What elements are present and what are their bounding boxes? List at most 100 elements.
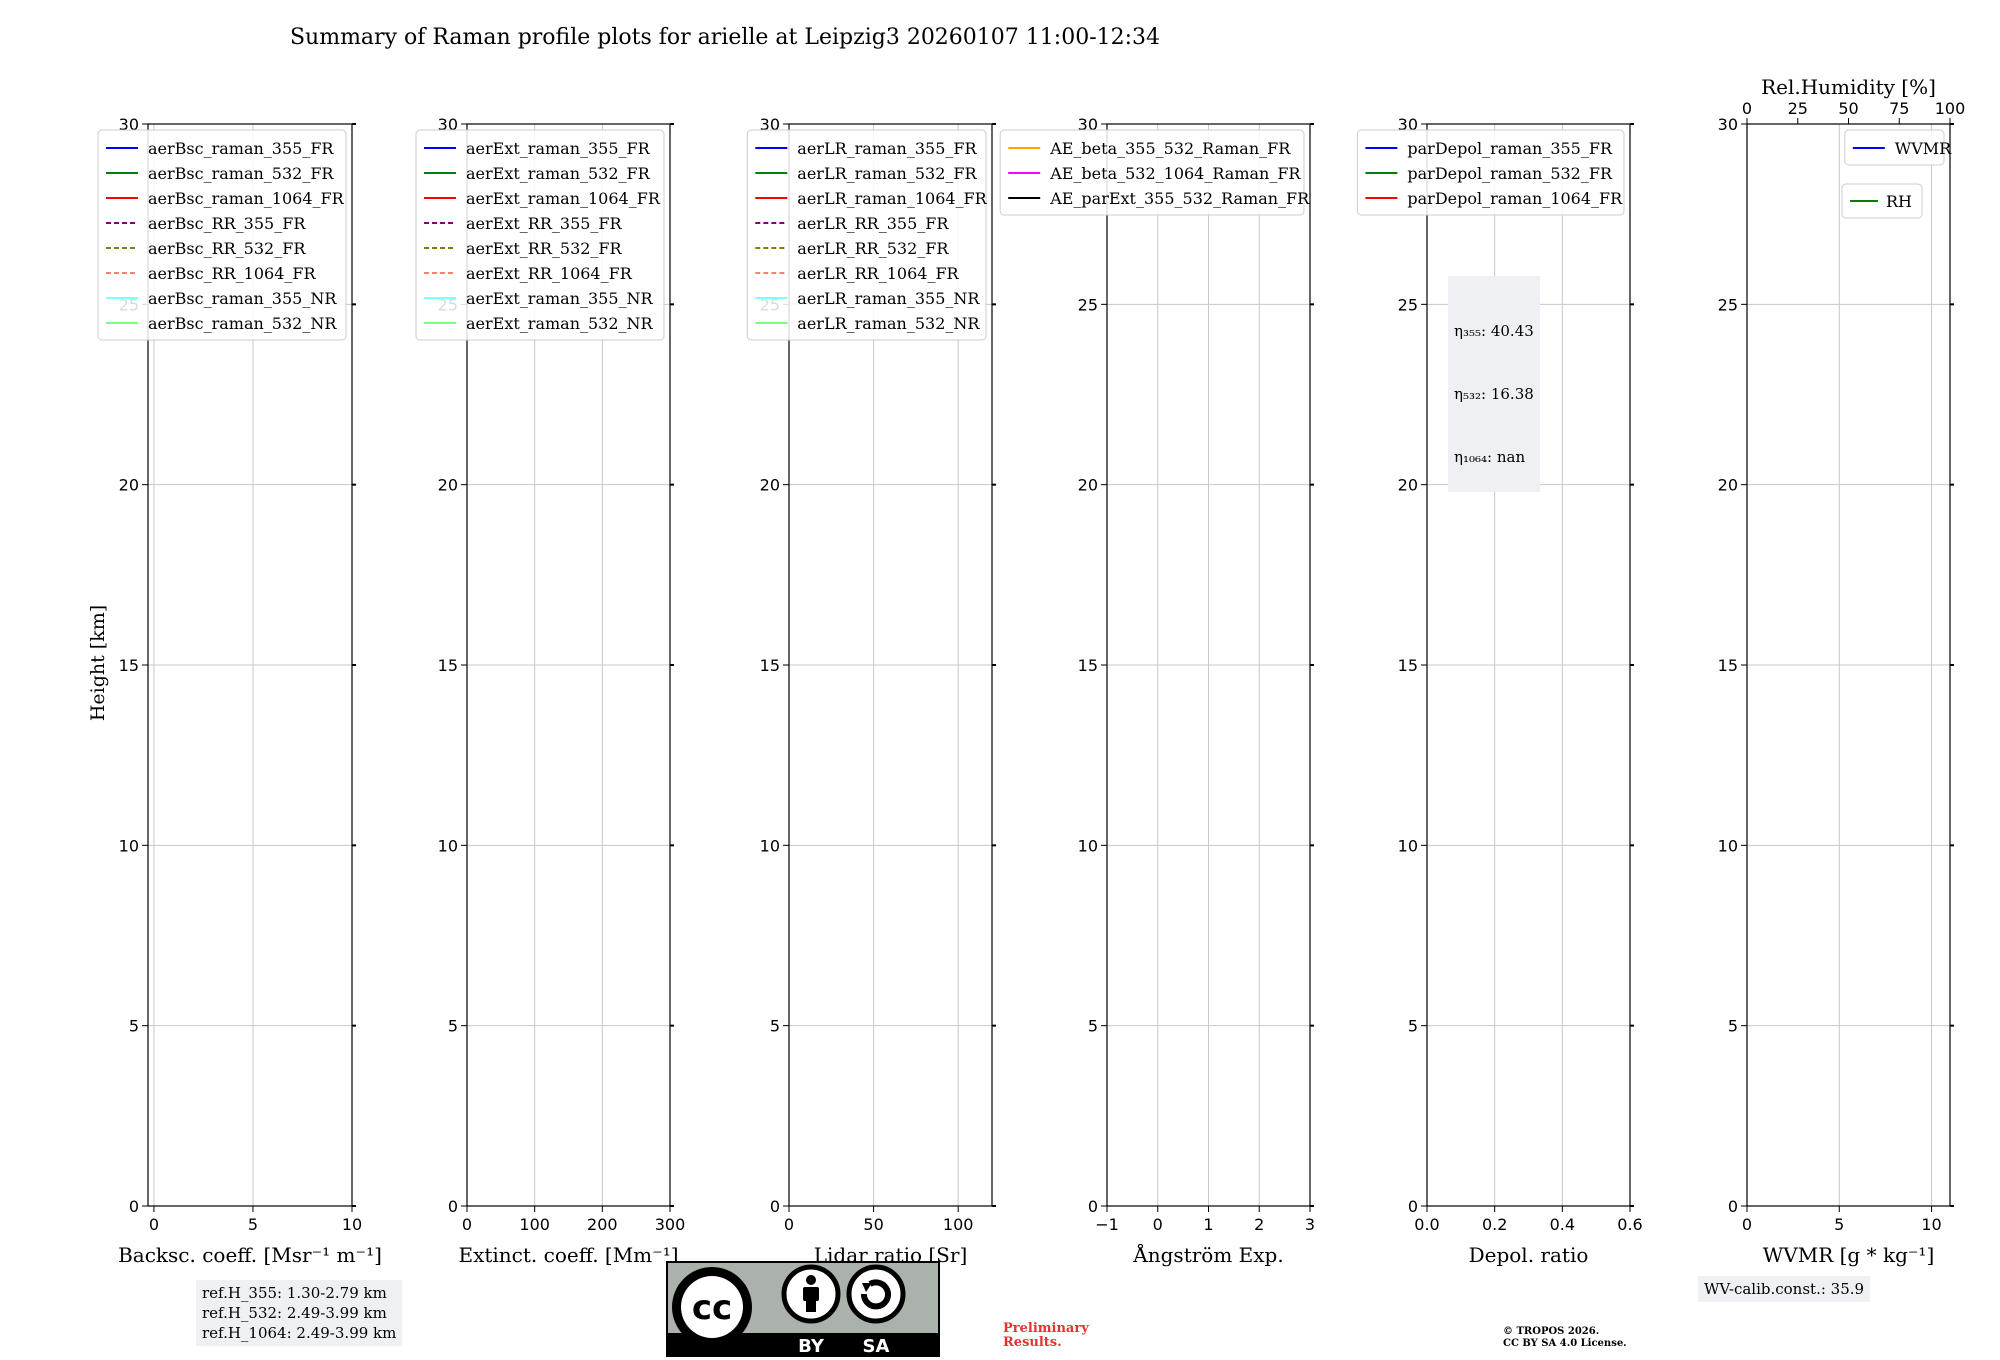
y-tick-label: 0 (1728, 1197, 1738, 1216)
y-tick-label: 10 (1398, 836, 1418, 855)
legend-entry: aerBsc_raman_532_FR (148, 164, 334, 183)
legend-entry: aerLR_raman_355_FR (797, 139, 977, 158)
legend-entry: aerExt_raman_532_FR (466, 164, 651, 183)
legend-entry: aerBsc_raman_355_NR (148, 289, 337, 308)
x-axis-label: Backsc. coeff. [Msr⁻¹ m⁻¹] (118, 1243, 382, 1267)
legend-entry: aerBsc_RR_532_FR (148, 239, 306, 258)
y-tick-label: 0 (448, 1197, 458, 1216)
x-tick-label: 0.6 (1617, 1215, 1642, 1234)
preliminary-results-label: Preliminary Results. (1003, 1321, 1089, 1350)
legend-entry: aerLR_raman_532_FR (797, 164, 977, 183)
y-tick-label: 20 (119, 476, 139, 495)
y-tick-label: 5 (1408, 1017, 1418, 1036)
legend-box-rh (1841, 183, 1923, 219)
x-tick-label: 0.2 (1482, 1215, 1507, 1234)
x-axis-label: Ångström Exp. (1132, 1242, 1283, 1267)
legend-box (746, 129, 987, 341)
x-tick-label: 0 (1742, 1215, 1752, 1234)
y-tick-label: 5 (1088, 1017, 1098, 1036)
y-tick-label: 0 (770, 1197, 780, 1216)
y-tick-label: 25 (1718, 295, 1738, 314)
legend-entry: AE_beta_532_1064_Raman_FR (1049, 164, 1301, 183)
eta-1064: η₁₀₆₄: nan (1454, 448, 1526, 466)
legend-entry: aerExt_RR_532_FR (466, 239, 623, 258)
x-tick-label: 0.4 (1550, 1215, 1575, 1234)
by-label: BY (798, 1336, 825, 1357)
y-tick-label: 30 (1398, 115, 1418, 134)
legend-entry: AE_parExt_355_532_Raman_FR (1049, 189, 1310, 208)
x-axis-label: WVMR [g * kg⁻¹] (1763, 1243, 1935, 1267)
y-tick-label: 20 (1078, 476, 1098, 495)
y-tick-label: 0 (1408, 1197, 1418, 1216)
y-tick-label: 5 (129, 1017, 139, 1036)
legend: WVMR RH (1841, 129, 1952, 219)
y-tick-label: 20 (1718, 476, 1738, 495)
x-tick-label: 0 (1153, 1215, 1163, 1234)
legend-entry: parDepol_raman_355_FR (1407, 139, 1613, 158)
x-tick-label: 100 (519, 1215, 550, 1234)
x-tick-label: 1 (1203, 1215, 1213, 1234)
y-tick-label: 30 (119, 115, 139, 134)
x-tick-label: 5 (248, 1215, 258, 1234)
panels: 0510051015202530Backsc. coeff. [Msr⁻¹ m⁻… (97, 75, 1965, 1267)
cc-by-sa-badge: cc BY SA (666, 1261, 940, 1357)
panel-lr: 050100051015202530Lidar ratio [Sr]aerLR_… (746, 115, 996, 1267)
y-tick-label: 25 (1078, 295, 1098, 314)
legend-box (415, 129, 665, 341)
y-tick-label: 20 (438, 476, 458, 495)
share-alike-icon (846, 1264, 906, 1324)
legend-entry: RH (1886, 192, 1912, 211)
top-x-tick-label: 25 (1788, 99, 1808, 118)
x-tick-label: 3 (1305, 1215, 1315, 1234)
legend-entry: aerExt_RR_355_FR (466, 214, 623, 233)
legend-entry: aerLR_raman_1064_FR (797, 189, 987, 208)
legend-entry: aerExt_raman_355_FR (466, 139, 651, 158)
y-tick-label: 30 (1718, 115, 1738, 134)
top-x-axis-label: Rel.Humidity [%] (1761, 75, 1936, 99)
top-x-tick-label: 75 (1889, 99, 1909, 118)
copyright-note: © TROPOS 2026. CC BY SA 4.0 License. (1503, 1326, 1627, 1349)
y-tick-label: 10 (1718, 836, 1738, 855)
x-tick-label: 50 (863, 1215, 883, 1234)
y-axis-label: Height [km] (87, 605, 109, 721)
legend-entry: parDepol_raman_1064_FR (1407, 189, 1623, 208)
legend-entry: aerBsc_raman_532_NR (148, 314, 337, 333)
y-tick-label: 0 (129, 1197, 139, 1216)
legend-entry: aerLR_RR_1064_FR (797, 264, 959, 283)
eta-box: η₃₅₅: 40.43 η₅₃₂: 16.38 η₁₀₆₄: nan (1448, 276, 1540, 492)
legend-box (999, 129, 1305, 216)
y-tick-label: 10 (1078, 836, 1098, 855)
cc-logo-icon: cc (672, 1267, 752, 1347)
legend-entry: aerExt_RR_1064_FR (466, 264, 633, 283)
legend-entry: aerLR_RR_532_FR (797, 239, 949, 258)
y-tick-label: 15 (119, 656, 139, 675)
x-tick-label: 100 (943, 1215, 974, 1234)
y-tick-label: 15 (438, 656, 458, 675)
y-tick-label: 15 (1398, 656, 1418, 675)
attribution-icon (781, 1264, 841, 1324)
y-tick-label: 0 (1088, 1197, 1098, 1216)
y-tick-label: 5 (770, 1017, 780, 1036)
x-tick-label: 0 (149, 1215, 159, 1234)
figure-title: Summary of Raman profile plots for ariel… (290, 25, 1160, 50)
x-tick-label: 0.0 (1414, 1215, 1439, 1234)
legend-entry: aerBsc_RR_1064_FR (148, 264, 317, 283)
x-tick-label: 200 (587, 1215, 618, 1234)
y-tick-label: 5 (1728, 1017, 1738, 1036)
legend: aerExt_raman_355_FR aerExt_raman_532_FRae… (415, 129, 665, 341)
top-x-tick-label: 0 (1742, 99, 1752, 118)
legend: AE_beta_355_532_Raman_FR AE_beta_532_1064… (999, 129, 1310, 216)
y-tick-label: 5 (448, 1017, 458, 1036)
legend-box (97, 129, 347, 341)
wv-calibration-note: WV-calib.const.: 35.9 (1698, 1276, 1871, 1302)
y-tick-label: 15 (760, 656, 780, 675)
legend-entry: AE_beta_355_532_Raman_FR (1049, 139, 1291, 158)
legend-entry: aerLR_raman_532_NR (797, 314, 980, 333)
y-tick-label: 30 (760, 115, 780, 134)
x-tick-label: 300 (655, 1215, 686, 1234)
legend-entry: aerExt_raman_1064_FR (466, 189, 661, 208)
legend-entry: aerBsc_raman_1064_FR (148, 189, 345, 208)
legend-box (1844, 129, 1945, 166)
